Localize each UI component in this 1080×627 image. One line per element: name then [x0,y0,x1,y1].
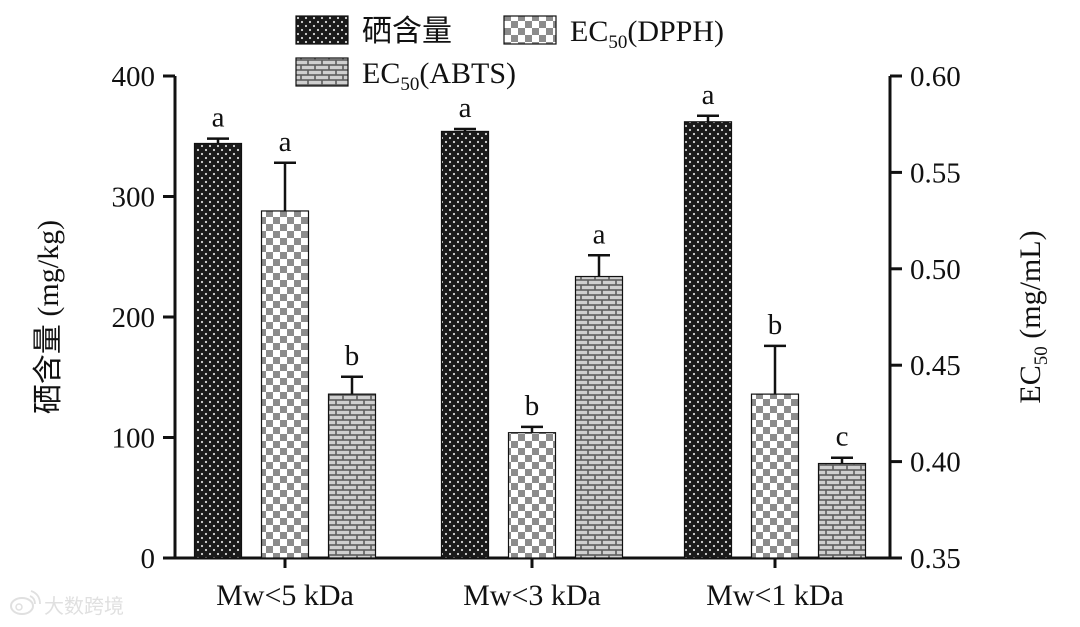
watermark: 大数跨境 [10,590,124,618]
significance-letter: b [345,340,360,372]
bar-dots-1 [440,130,490,559]
legend-swatch-abts [295,57,349,87]
legend-item-selenium: 硒含量 [295,15,452,48]
legend: 硒含量 EC50(DPPH) EC50(ABTS) [295,15,724,95]
weibo-icon [10,590,41,615]
significance-letter: c [836,421,849,453]
watermark-text: 大数跨境 [44,594,124,618]
legend-label-abts: EC50(ABTS) [362,57,516,95]
x-tick-label: Mw<5 kDa [216,579,354,612]
bar-checker-2 [750,393,800,559]
significance-letter: a [459,92,472,124]
legend-swatch-selenium [295,15,349,45]
plot-area: 0 100 200 300 400 0.35 0.40 0.45 0.50 0.55 0.60 Mw<… [112,61,961,612]
significance-letter: a [279,126,292,158]
legend-subscript-abts: 50 [400,74,419,95]
bar-checker-0 [260,210,310,559]
y-left-tick-label: 0 [141,543,156,575]
x-tick-label: Mw<3 kDa [463,579,601,612]
legend-label-dpph: EC50(DPPH) [570,15,724,53]
significance-letter: a [593,218,606,250]
y-right-tick-label: 0.45 [910,350,961,382]
bar-checker-1 [507,432,557,559]
y-left-tick-label: 400 [112,61,156,93]
bar-dots-2 [683,121,733,559]
legend-swatch-dpph [503,15,557,45]
significance-letter: b [768,309,783,341]
bar-brick-2 [817,462,867,559]
y-right-tick-label: 0.40 [910,447,961,479]
y-left-tick-label: 100 [112,423,156,455]
y-right-axis-title: EC50 (mg/mL) [1014,230,1052,403]
y-left-tick-label: 200 [112,302,156,334]
bar-dots-0 [193,142,243,559]
y-right-tick-label: 0.35 [910,543,961,575]
legend-item-dpph: EC50(DPPH) [503,15,724,53]
significance-letter: a [702,79,715,111]
y-right-tick-label: 0.60 [910,61,961,93]
bar-brick-1 [574,275,624,559]
y-right-axis-subscript: 50 [1031,346,1052,365]
legend-item-abts: EC50(ABTS) [295,57,516,95]
significance-letter: a [212,102,225,134]
x-tick-label: Mw<1 kDa [706,579,844,612]
legend-label-selenium: 硒含量 [362,15,452,48]
y-left-axis-title: 硒含量 (mg/kg) [32,220,65,414]
y-right-tick-label: 0.55 [910,157,961,189]
y-right-tick-label: 0.50 [910,254,961,286]
bar-brick-0 [327,393,377,559]
significance-letter: b [525,390,540,422]
y-left-tick-label: 300 [112,182,156,214]
legend-subscript-dpph: 50 [608,32,627,53]
